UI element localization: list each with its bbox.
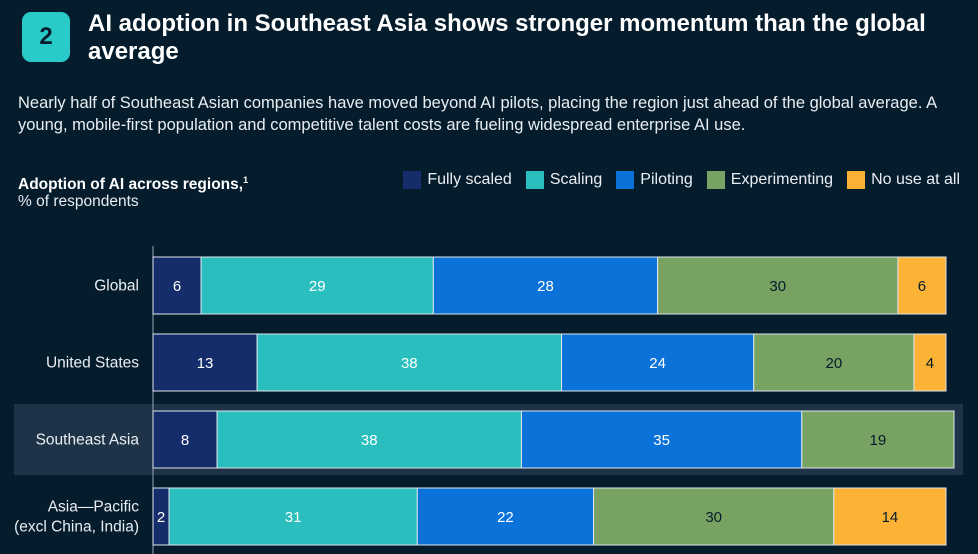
bar-global-fully-scaled xyxy=(152,256,202,315)
data-label-united-states-piloting: 24 xyxy=(649,355,666,372)
data-label-global-fully-scaled: 6 xyxy=(173,278,181,295)
legend-item-experimenting: Experimenting xyxy=(706,171,834,189)
legend-swatch-fully-scaled xyxy=(403,171,422,189)
data-label-united-states-fully-scaled: 13 xyxy=(197,355,214,372)
chart-legend: Fully scaled Scaling Piloting Experimenting… xyxy=(403,171,960,189)
bar-southeast-asia-fully-scaled xyxy=(152,410,218,469)
section-number: 2 xyxy=(39,23,53,50)
category-label-global: Global xyxy=(94,278,139,295)
data-label-asia-pacific-excl-china-india-no-use-at-all: 14 xyxy=(882,509,899,526)
legend-label-fully-scaled: Fully scaled xyxy=(427,171,512,188)
bar-southeast-asia-experimenting xyxy=(801,410,955,469)
data-label-asia-pacific-excl-china-india-piloting: 22 xyxy=(497,509,514,526)
data-label-southeast-asia-scaling: 38 xyxy=(361,432,378,449)
category-label-asia-pacific-excl-china-india: Asia—Pacific (excl China, India) xyxy=(14,499,139,536)
data-label-global-no-use-at-all: 6 xyxy=(918,278,926,295)
category-label-line: Southeast Asia xyxy=(36,432,140,449)
legend-label-experimenting: Experimenting xyxy=(730,171,834,188)
legend-swatch-experimenting xyxy=(706,171,725,189)
data-label-global-experimenting: 30 xyxy=(769,278,786,295)
data-label-southeast-asia-fully-scaled: 8 xyxy=(181,432,189,449)
chart-title-footnote: 1 xyxy=(243,175,249,185)
bar-united-states-scaling xyxy=(256,333,563,392)
legend-label-scaling: Scaling xyxy=(549,171,603,188)
legend-swatch-piloting xyxy=(616,171,635,189)
bar-asia-pacific-excl-china-india-no-use-at-all xyxy=(833,487,947,546)
bar-global-scaling xyxy=(200,256,434,315)
bar-united-states-piloting xyxy=(561,333,755,392)
chart-title: Adoption of AI across regions,1 xyxy=(18,170,248,195)
category-label-line: Asia—Pacific xyxy=(48,499,140,516)
bar-global-experimenting xyxy=(657,256,899,315)
legend-item-no-use-at-all: No use at all xyxy=(847,171,960,189)
data-label-asia-pacific-excl-china-india-experimenting: 30 xyxy=(705,509,722,526)
legend-label-no-use-at-all: No use at all xyxy=(871,171,960,188)
bar-southeast-asia-scaling xyxy=(216,410,522,469)
data-label-asia-pacific-excl-china-india-fully-scaled: 2 xyxy=(157,509,165,526)
category-label-southeast-asia: Southeast Asia xyxy=(36,432,140,449)
bar-asia-pacific-excl-china-india-piloting xyxy=(416,487,595,546)
data-label-global-scaling: 29 xyxy=(309,278,326,295)
bar-southeast-asia-piloting xyxy=(520,410,803,469)
data-label-united-states-no-use-at-all: 4 xyxy=(926,355,934,372)
legend-swatch-scaling xyxy=(525,171,544,189)
legend-item-scaling: Scaling xyxy=(525,171,603,189)
category-label-line: United States xyxy=(46,355,139,372)
legend-label-piloting: Piloting xyxy=(640,171,693,188)
data-label-southeast-asia-experimenting: 19 xyxy=(870,432,887,449)
chart-unit-label: % of respondents xyxy=(18,193,139,210)
legend-item-fully-scaled: Fully scaled xyxy=(403,171,512,189)
legend-item-piloting: Piloting xyxy=(616,171,693,189)
data-label-global-piloting: 28 xyxy=(537,278,554,295)
page-title: AI adoption in Southeast Asia shows stro… xyxy=(88,10,926,65)
data-label-united-states-scaling: 38 xyxy=(401,355,418,372)
data-label-asia-pacific-excl-china-india-scaling: 31 xyxy=(285,509,302,526)
category-label-line: Global xyxy=(94,278,139,295)
bar-united-states-fully-scaled xyxy=(152,333,258,392)
bar-asia-pacific-excl-china-india-scaling xyxy=(168,487,418,546)
category-label-united-states: United States xyxy=(46,355,139,372)
bar-global-no-use-at-all xyxy=(897,256,947,315)
bar-asia-pacific-excl-china-india-experimenting xyxy=(593,487,835,546)
page-subtitle: Nearly half of Southeast Asian companies… xyxy=(18,94,937,134)
bar-united-states-no-use-at-all xyxy=(913,333,947,392)
chart-title-text: Adoption of AI across regions, xyxy=(18,176,244,193)
section-number-badge: 2 xyxy=(22,12,70,62)
bar-united-states-experimenting xyxy=(753,333,915,392)
category-label-line: (excl China, India) xyxy=(14,519,139,536)
legend-swatch-no-use-at-all xyxy=(847,171,866,189)
data-label-united-states-experimenting: 20 xyxy=(826,355,843,372)
data-label-southeast-asia-piloting: 35 xyxy=(653,432,670,449)
